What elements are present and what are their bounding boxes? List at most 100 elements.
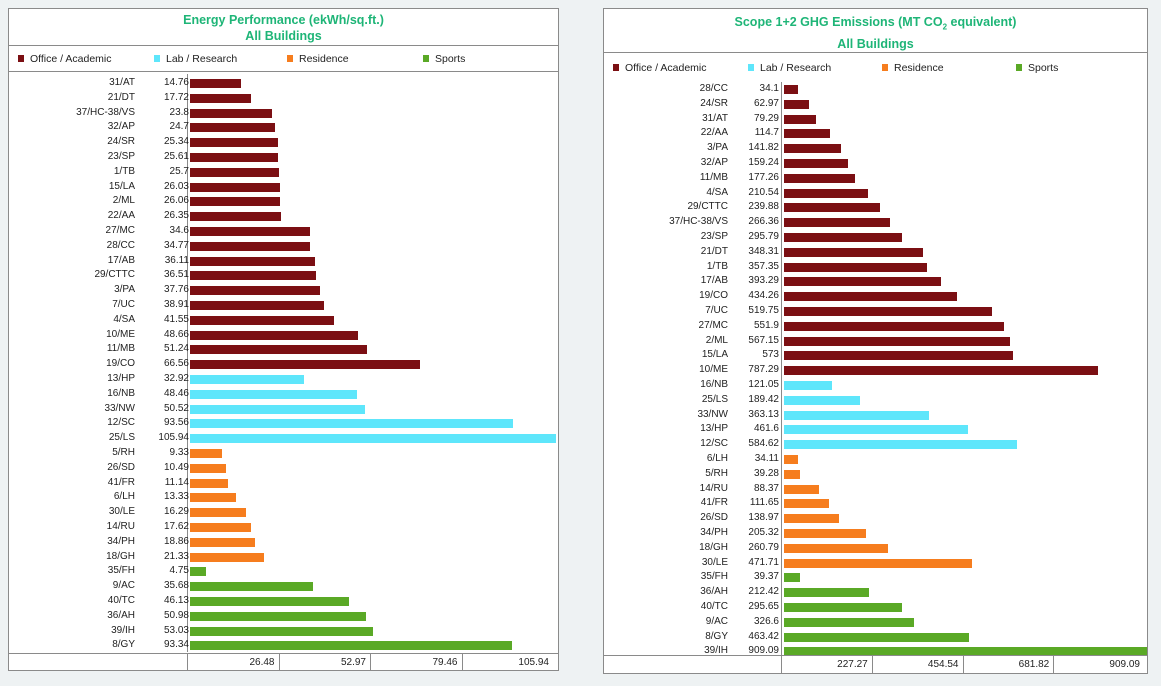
bar [190,182,280,192]
bar [190,241,311,251]
value-label: 79.29 [753,112,779,124]
category-label: 28/CC [106,239,135,251]
bar [190,626,374,636]
bar [784,558,973,568]
chart-row: 15/LA 26.03 [9,180,558,195]
category-label: 14/RU [106,521,135,532]
bar [784,233,903,242]
value-label: 177.26 [748,171,779,183]
bar [190,345,368,355]
category-label: 7/UC [705,305,728,316]
value-label: 138.97 [748,512,779,524]
category-label: 40/TC [107,595,135,606]
x-axis: 26.48 52.97 79.46 105.94 [9,653,558,670]
value-label: 210.54 [748,186,779,198]
value-label: 23.8 [169,106,189,118]
value-label: 48.66 [163,328,189,340]
bar [784,514,840,524]
category-label: 17/AB [700,275,728,287]
legend-label-residence: Residence [894,62,944,74]
chart-legend: Office / Academic Lab / Research Residen… [604,53,1147,81]
bar [784,440,1018,450]
category-label: 21/DT [700,245,728,257]
value-label: 35.68 [163,580,189,592]
bar [784,351,1013,361]
chart-row: 21/DT 17.72 [9,91,558,106]
x-tick-label: 227.27 [781,656,872,673]
legend-swatch-residence [882,64,888,71]
chart-row: 23/SP 295.79 [604,230,1147,245]
value-label: 584.62 [748,438,779,450]
value-label: 11.14 [164,476,189,488]
value-label: 357.35 [748,260,779,272]
chart-row: 16/NB 48.46 [9,387,558,402]
category-label: 10/ME [106,328,135,340]
chart-row: 8/GY 463.42 [604,630,1147,645]
value-label: 37.76 [163,284,189,296]
chart-row: 2/ML 26.06 [9,194,558,209]
category-label: 19/CO [106,358,135,370]
category-label: 18/GH [699,541,728,553]
category-label: 6/LH [706,453,728,464]
chart-row: 41/FR 11.14 [9,476,558,491]
bar [190,227,310,236]
bar [190,523,251,532]
category-label: 34/PH [700,527,728,538]
value-label: 567.15 [748,334,779,346]
bar [784,85,798,94]
legend-swatch-sports [1016,64,1022,71]
category-label: 2/ML [705,334,728,346]
chart-subtitle: All Buildings [245,29,322,43]
bar [190,93,252,103]
chart-row: 36/AH 212.42 [604,585,1147,600]
bar [190,197,281,207]
title-part-2: equivalent) [947,15,1017,29]
bar [784,632,970,642]
bar [190,611,367,621]
value-label: 787.29 [748,364,779,376]
chart-row: 35/FH 39.37 [604,570,1147,585]
category-label: 14/RU [699,482,728,494]
chart-row: 34/PH 18.86 [9,535,558,550]
x-tick-label: 454.54 [871,656,963,673]
category-label: 21/DT [107,91,135,103]
legend-label-lab: Lab / Research [166,53,238,65]
bar [190,419,514,429]
legend-lab: Lab / Research [154,53,237,65]
chart-row: 26/SD 138.97 [604,511,1147,526]
bar [784,129,830,139]
chart-row: 32/AP 159.24 [604,156,1147,171]
title-subscript: 2 [942,22,948,32]
category-label: 9/AC [705,615,728,627]
chart-row: 40/TC 295.65 [604,600,1147,615]
value-label: 461.6 [753,423,779,435]
bar [784,543,889,553]
chart-row: 27/MC 551.9 [604,319,1147,334]
chart-row: 24/SR 25.34 [9,135,558,150]
chart-title-text: Scope 1+2 GHG Emissions (MT CO2 equivale… [604,14,1147,36]
chart-row: 18/GH 21.33 [9,550,558,565]
value-label: 14.76 [163,77,189,88]
chart-row: 1/TB 357.35 [604,260,1147,275]
legend-office: Office / Academic [613,62,707,74]
category-label: 33/NW [104,402,135,414]
value-label: 10.49 [163,461,189,473]
chart-row: 2/ML 567.15 [604,334,1147,349]
title-part-1: Scope 1+2 GHG Emissions (MT CO [734,15,943,29]
chart-row: 33/NW 50.52 [9,402,558,417]
chart-row: 6/LH 13.33 [9,490,558,505]
category-label: 13/HP [107,373,135,384]
value-label: 105.94 [158,432,189,444]
bar [784,603,903,612]
value-label: 48.46 [163,387,189,399]
bar [784,218,891,228]
category-label: 1/TB [113,165,135,177]
legend-lab: Lab / Research [748,62,831,74]
chart-row: 12/SC 584.62 [604,437,1147,452]
category-label: 24/SR [700,97,728,109]
chart-row: 41/FR 111.65 [604,496,1147,511]
category-label: 3/PA [707,142,728,154]
chart-row: 29/CTTC 239.88 [604,200,1147,215]
chart-title-text: Energy Performance (ekWh/sq.ft.) [183,13,384,27]
chart-row: 24/SR 62.97 [604,97,1147,112]
